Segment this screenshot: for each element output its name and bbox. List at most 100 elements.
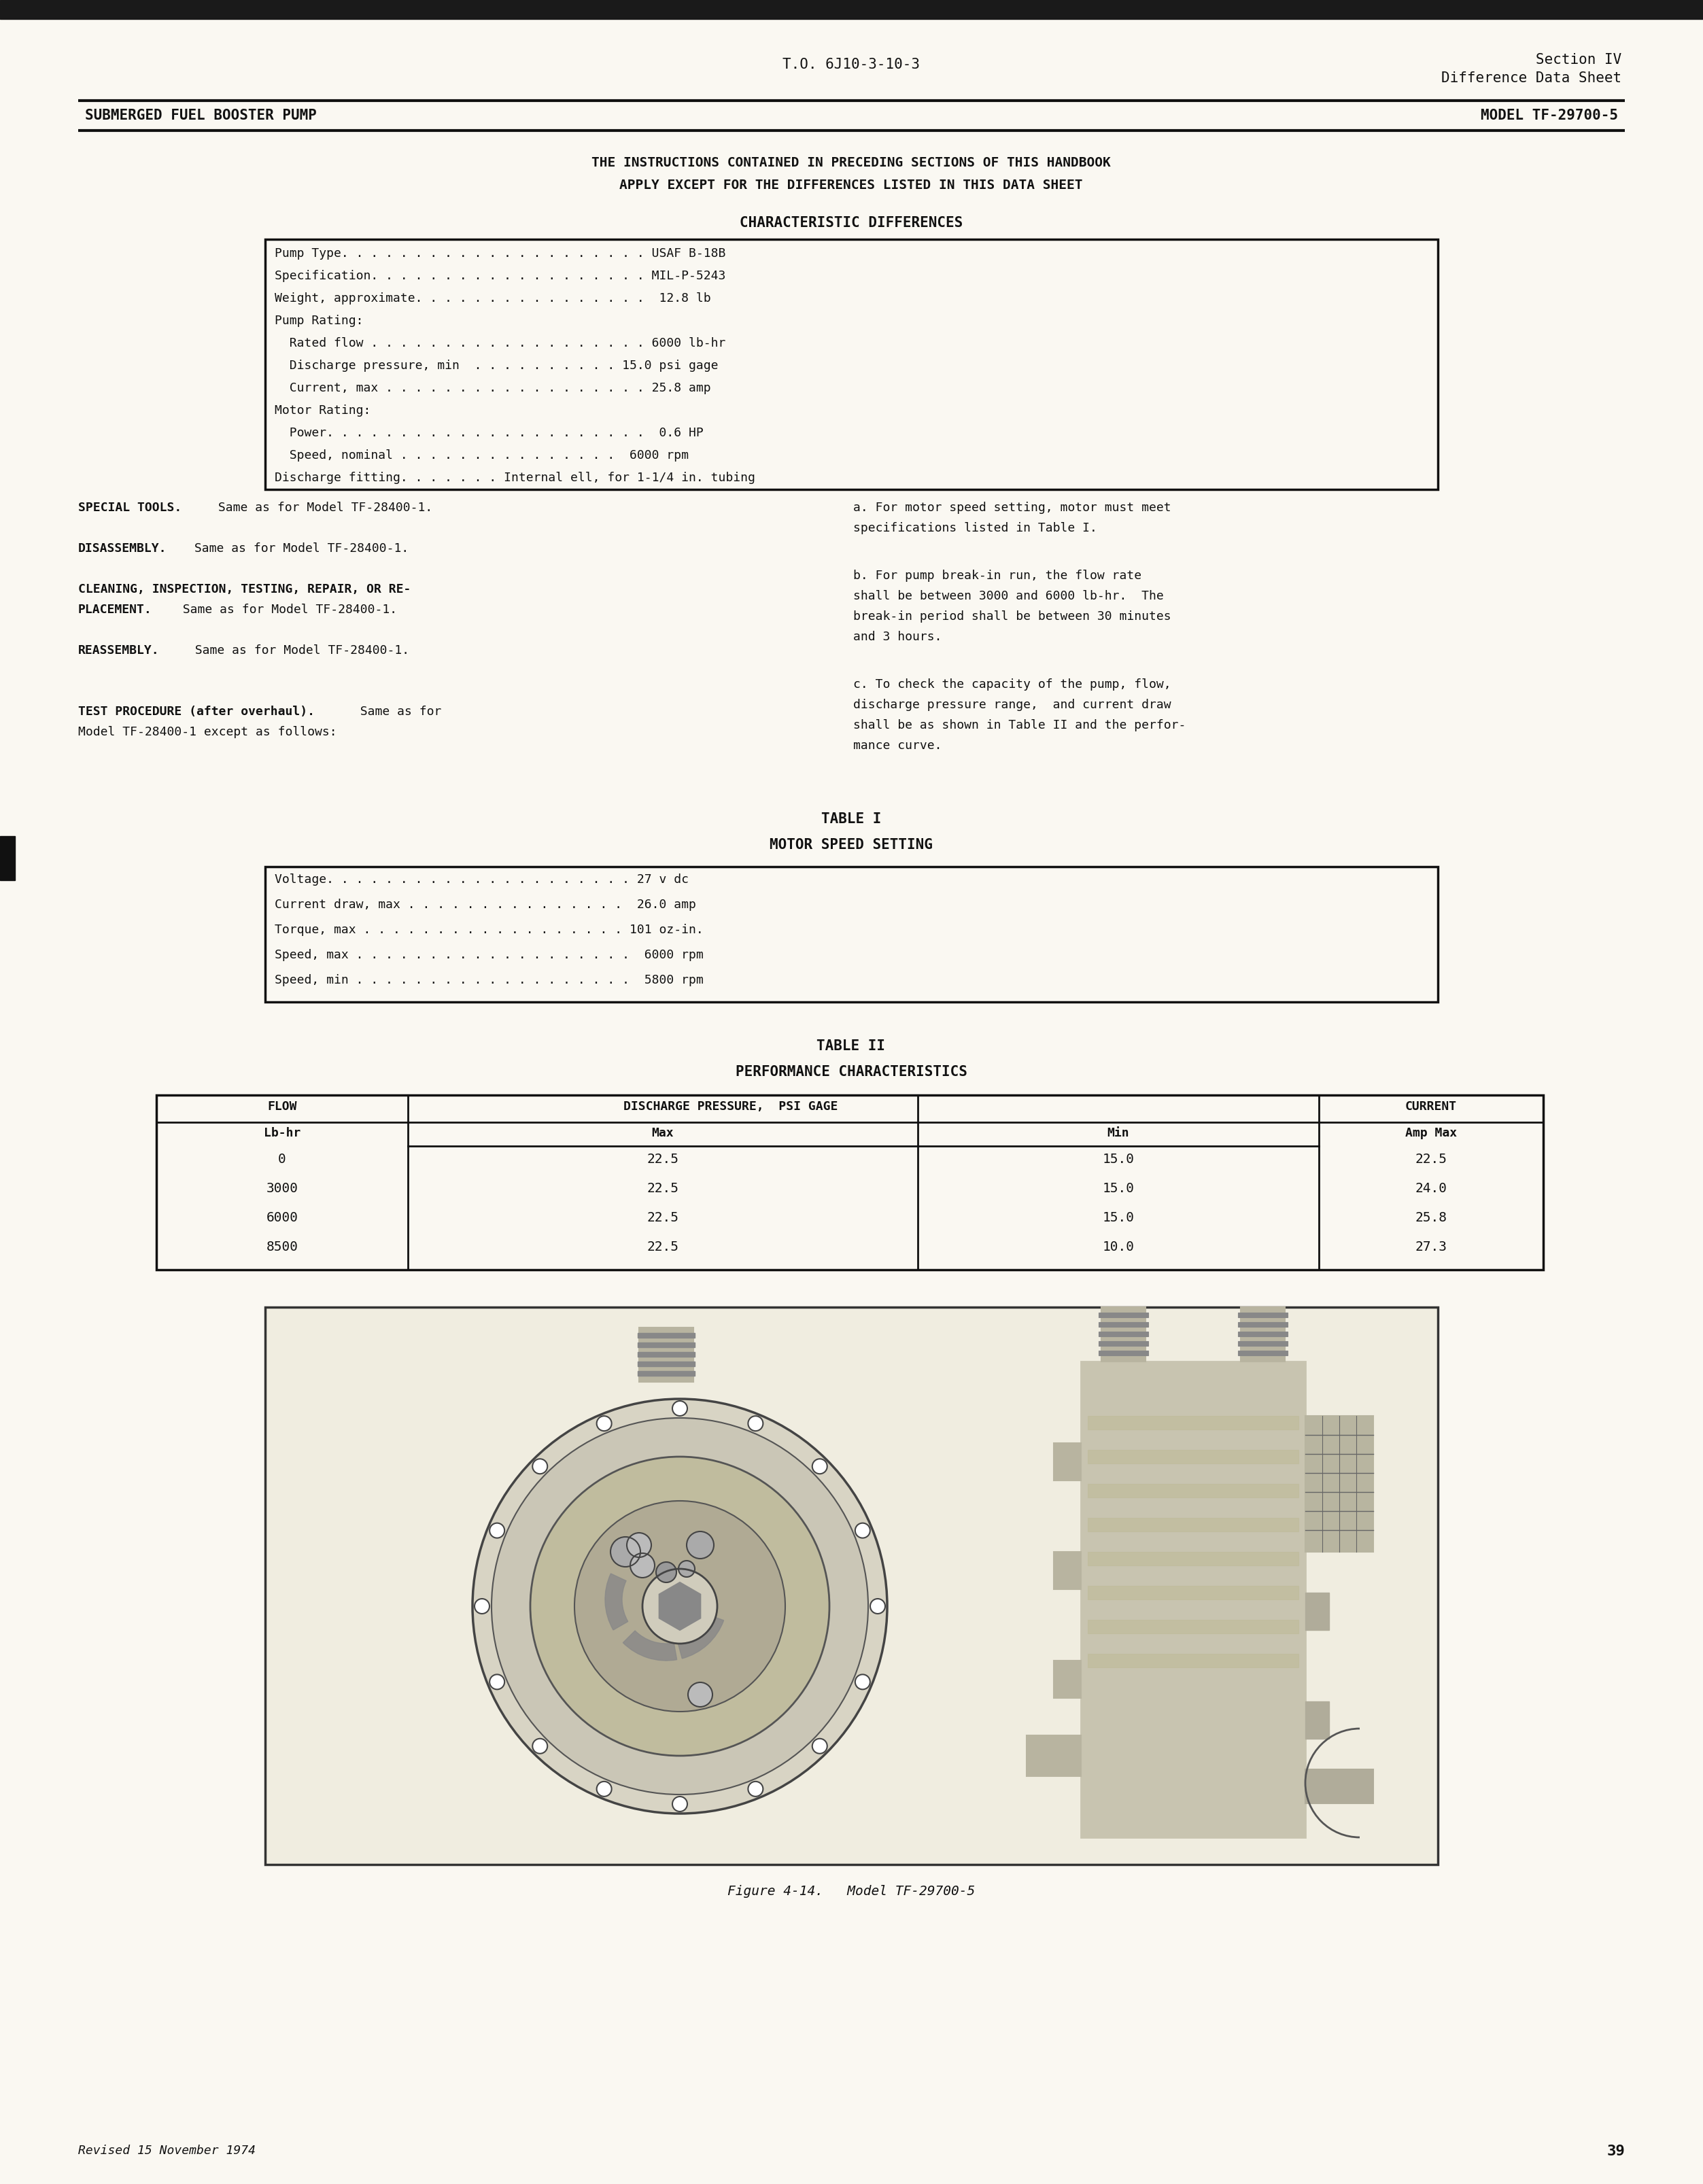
- Text: Discharge fitting. . . . . . . Internal ell, for 1-1/4 in. tubing: Discharge fitting. . . . . . . Internal …: [274, 472, 754, 485]
- Text: DISASSEMBLY.: DISASSEMBLY.: [78, 542, 167, 555]
- Bar: [1304, 1415, 1373, 1553]
- Bar: [1088, 1586, 1298, 1599]
- Text: CURRENT: CURRENT: [1405, 1101, 1458, 1112]
- Bar: [1238, 1321, 1287, 1328]
- Text: THE INSTRUCTIONS CONTAINED IN PRECEDING SECTIONS OF THIS HANDBOOK: THE INSTRUCTIONS CONTAINED IN PRECEDING …: [591, 157, 1110, 168]
- Circle shape: [686, 1531, 714, 1559]
- Text: Lb-hr: Lb-hr: [264, 1127, 301, 1140]
- Text: PERFORMANCE CHARACTERISTICS: PERFORMANCE CHARACTERISTICS: [736, 1066, 967, 1079]
- Text: Speed, max . . . . . . . . . . . . . . . . . . .  6000 rpm: Speed, max . . . . . . . . . . . . . . .…: [274, 948, 703, 961]
- Text: b. For pump break-in run, the flow rate: b. For pump break-in run, the flow rate: [853, 570, 1141, 581]
- Bar: [0, 0, 1703, 20]
- Circle shape: [688, 1682, 712, 1708]
- Circle shape: [678, 1562, 695, 1577]
- Circle shape: [630, 1553, 654, 1577]
- Text: Difference Data Sheet: Difference Data Sheet: [1441, 72, 1621, 85]
- Circle shape: [748, 1415, 763, 1431]
- Bar: [1098, 1313, 1148, 1317]
- Text: MODEL TF-29700-5: MODEL TF-29700-5: [1480, 109, 1618, 122]
- FancyArrow shape: [1304, 1769, 1359, 1797]
- Text: Section IV: Section IV: [1536, 52, 1621, 68]
- Wedge shape: [678, 1614, 724, 1658]
- Text: SPECIAL TOOLS.: SPECIAL TOOLS.: [78, 502, 182, 513]
- Text: Discharge pressure, min  . . . . . . . . . . 15.0 psi gage: Discharge pressure, min . . . . . . . . …: [274, 360, 719, 371]
- Wedge shape: [623, 1631, 676, 1660]
- Bar: [1088, 1518, 1298, 1531]
- Circle shape: [870, 1599, 886, 1614]
- Circle shape: [530, 1457, 829, 1756]
- Circle shape: [642, 1568, 717, 1645]
- Circle shape: [656, 1562, 676, 1583]
- Text: TABLE I: TABLE I: [821, 812, 880, 826]
- Circle shape: [855, 1522, 870, 1538]
- Text: APPLY EXCEPT FOR THE DIFFERENCES LISTED IN THIS DATA SHEET: APPLY EXCEPT FOR THE DIFFERENCES LISTED …: [620, 179, 1083, 192]
- Text: Power. . . . . . . . . . . . . . . . . . . . . .  0.6 HP: Power. . . . . . . . . . . . . . . . . .…: [274, 426, 703, 439]
- Circle shape: [627, 1533, 651, 1557]
- Text: PLACEMENT.: PLACEMENT.: [78, 603, 152, 616]
- Text: CLEANING, INSPECTION, TESTING, REPAIR, OR RE-: CLEANING, INSPECTION, TESTING, REPAIR, O…: [78, 583, 410, 596]
- Text: 0: 0: [278, 1153, 286, 1166]
- Bar: [637, 1332, 695, 1339]
- Text: Current, max . . . . . . . . . . . . . . . . . . 25.8 amp: Current, max . . . . . . . . . . . . . .…: [274, 382, 710, 395]
- Text: Figure 4-14.   Model TF-29700-5: Figure 4-14. Model TF-29700-5: [727, 1885, 976, 1898]
- Text: Voltage. . . . . . . . . . . . . . . . . . . . . 27 v dc: Voltage. . . . . . . . . . . . . . . . .…: [274, 874, 688, 887]
- Text: Amp Max: Amp Max: [1405, 1127, 1458, 1140]
- Bar: [1238, 1332, 1287, 1337]
- Text: break-in period shall be between 30 minutes: break-in period shall be between 30 minu…: [853, 609, 1172, 622]
- Text: Current draw, max . . . . . . . . . . . . . . .  26.0 amp: Current draw, max . . . . . . . . . . . …: [274, 898, 697, 911]
- Bar: [266, 240, 1437, 489]
- Text: Speed, nominal . . . . . . . . . . . . . . .  6000 rpm: Speed, nominal . . . . . . . . . . . . .…: [274, 450, 688, 461]
- Circle shape: [489, 1675, 504, 1690]
- Text: Min: Min: [1107, 1127, 1129, 1140]
- Text: 6000: 6000: [266, 1212, 298, 1225]
- Text: mance curve.: mance curve.: [853, 740, 942, 751]
- Text: Motor Rating:: Motor Rating:: [274, 404, 371, 417]
- Circle shape: [812, 1738, 828, 1754]
- Text: Same as for Model TF-28400-1.: Same as for Model TF-28400-1.: [181, 644, 409, 657]
- Bar: [1054, 1660, 1081, 1697]
- Bar: [637, 1343, 695, 1348]
- Bar: [1238, 1350, 1287, 1356]
- Text: MOTOR SPEED SETTING: MOTOR SPEED SETTING: [770, 839, 933, 852]
- Bar: [1098, 1350, 1148, 1356]
- Text: a. For motor speed setting, motor must meet: a. For motor speed setting, motor must m…: [853, 502, 1172, 513]
- Circle shape: [475, 1599, 489, 1614]
- Text: shall be between 3000 and 6000 lb-hr.  The: shall be between 3000 and 6000 lb-hr. Th…: [853, 590, 1163, 603]
- Circle shape: [812, 1459, 828, 1474]
- Bar: [1088, 1415, 1298, 1431]
- Text: Model TF-28400-1 except as follows:: Model TF-28400-1 except as follows:: [78, 725, 337, 738]
- Bar: [1088, 1553, 1298, 1566]
- Text: discharge pressure range,  and current draw: discharge pressure range, and current dr…: [853, 699, 1172, 712]
- Text: shall be as shown in Table II and the perfor-: shall be as shown in Table II and the pe…: [853, 719, 1185, 732]
- Text: Rated flow . . . . . . . . . . . . . . . . . . . 6000 lb-hr: Rated flow . . . . . . . . . . . . . . .…: [274, 336, 725, 349]
- Wedge shape: [605, 1572, 628, 1629]
- Text: 22.5: 22.5: [647, 1212, 679, 1225]
- Text: c. To check the capacity of the pump, flow,: c. To check the capacity of the pump, fl…: [853, 679, 1172, 690]
- Bar: [157, 1094, 1543, 1269]
- Text: 39: 39: [1606, 2145, 1625, 2158]
- Bar: [639, 1328, 693, 1382]
- Text: 22.5: 22.5: [647, 1153, 679, 1166]
- Bar: [1238, 1341, 1287, 1345]
- Text: specifications listed in Table I.: specifications listed in Table I.: [853, 522, 1097, 535]
- Text: Pump Type. . . . . . . . . . . . . . . . . . . . . USAF B-18B: Pump Type. . . . . . . . . . . . . . . .…: [274, 247, 725, 260]
- Circle shape: [596, 1782, 611, 1797]
- Bar: [637, 1372, 695, 1376]
- Bar: [1098, 1321, 1148, 1328]
- Bar: [1098, 1332, 1148, 1337]
- Bar: [1304, 1592, 1328, 1629]
- Bar: [1304, 1769, 1373, 1804]
- Text: 10.0: 10.0: [1102, 1241, 1134, 1254]
- Bar: [1102, 1308, 1146, 1361]
- Text: 22.5: 22.5: [647, 1182, 679, 1195]
- Text: T.O. 6J10-3-10-3: T.O. 6J10-3-10-3: [782, 57, 920, 72]
- Circle shape: [489, 1522, 504, 1538]
- Text: Same as for Model TF-28400-1.: Same as for Model TF-28400-1.: [211, 502, 433, 513]
- Circle shape: [673, 1400, 688, 1415]
- Bar: [1088, 1450, 1298, 1463]
- Text: Torque, max . . . . . . . . . . . . . . . . . . 101 oz-in.: Torque, max . . . . . . . . . . . . . . …: [274, 924, 703, 937]
- Text: FLOW: FLOW: [267, 1101, 296, 1112]
- Text: Weight, approximate. . . . . . . . . . . . . . . .  12.8 lb: Weight, approximate. . . . . . . . . . .…: [274, 293, 710, 304]
- Bar: [1088, 1483, 1298, 1498]
- Bar: [1088, 1653, 1298, 1666]
